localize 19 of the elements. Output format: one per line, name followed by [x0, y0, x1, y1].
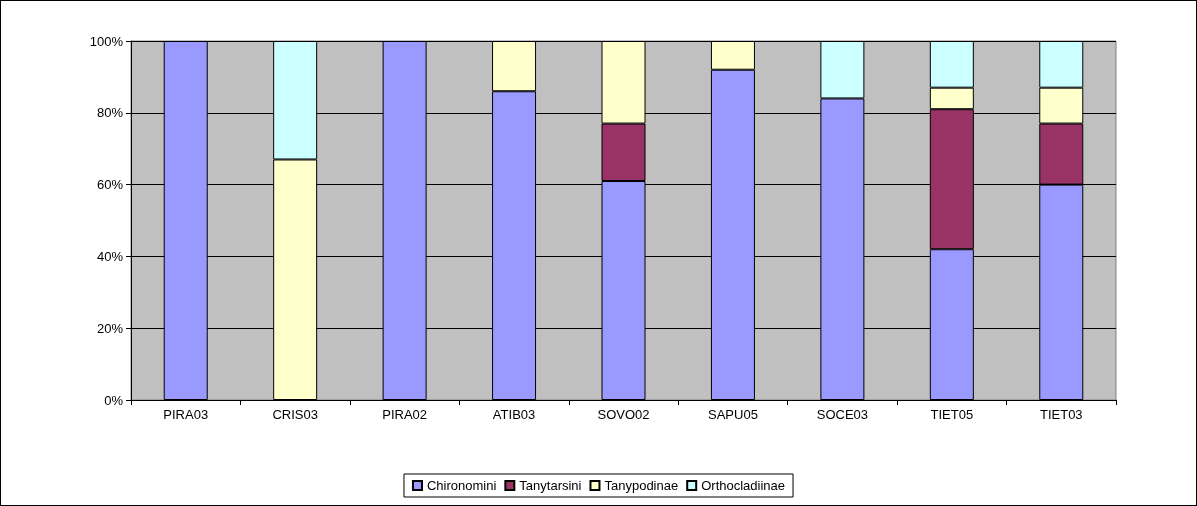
y-tick-label: 20%: [96, 320, 124, 336]
x-tick-label: TIET03: [1039, 407, 1083, 422]
y-tick-label: 40%: [96, 248, 124, 264]
x-tick-label: TIET05: [930, 407, 974, 422]
legend-label: Orthocladiinae: [701, 478, 786, 493]
x-tick-label: PIRA02: [382, 407, 428, 422]
y-tick-label: 0%: [104, 392, 124, 408]
y-tick-label: 100%: [89, 33, 124, 49]
y-tick-label: 80%: [96, 105, 124, 121]
x-tick-label: SOCE03: [816, 407, 869, 422]
legend-label: Tanypodinae: [604, 478, 679, 493]
y-tick-label: 60%: [96, 177, 124, 193]
legend-label: Chironomini: [426, 478, 497, 493]
x-tick-label: ATIB03: [492, 407, 536, 422]
legend-label: Tanytarsini: [519, 478, 582, 493]
x-tick-label: SOVO02: [597, 407, 650, 422]
x-tick-label: CRIS03: [272, 407, 318, 422]
x-tick-label: PIRA03: [163, 407, 209, 422]
x-tick-label: SAPU05: [708, 407, 758, 422]
